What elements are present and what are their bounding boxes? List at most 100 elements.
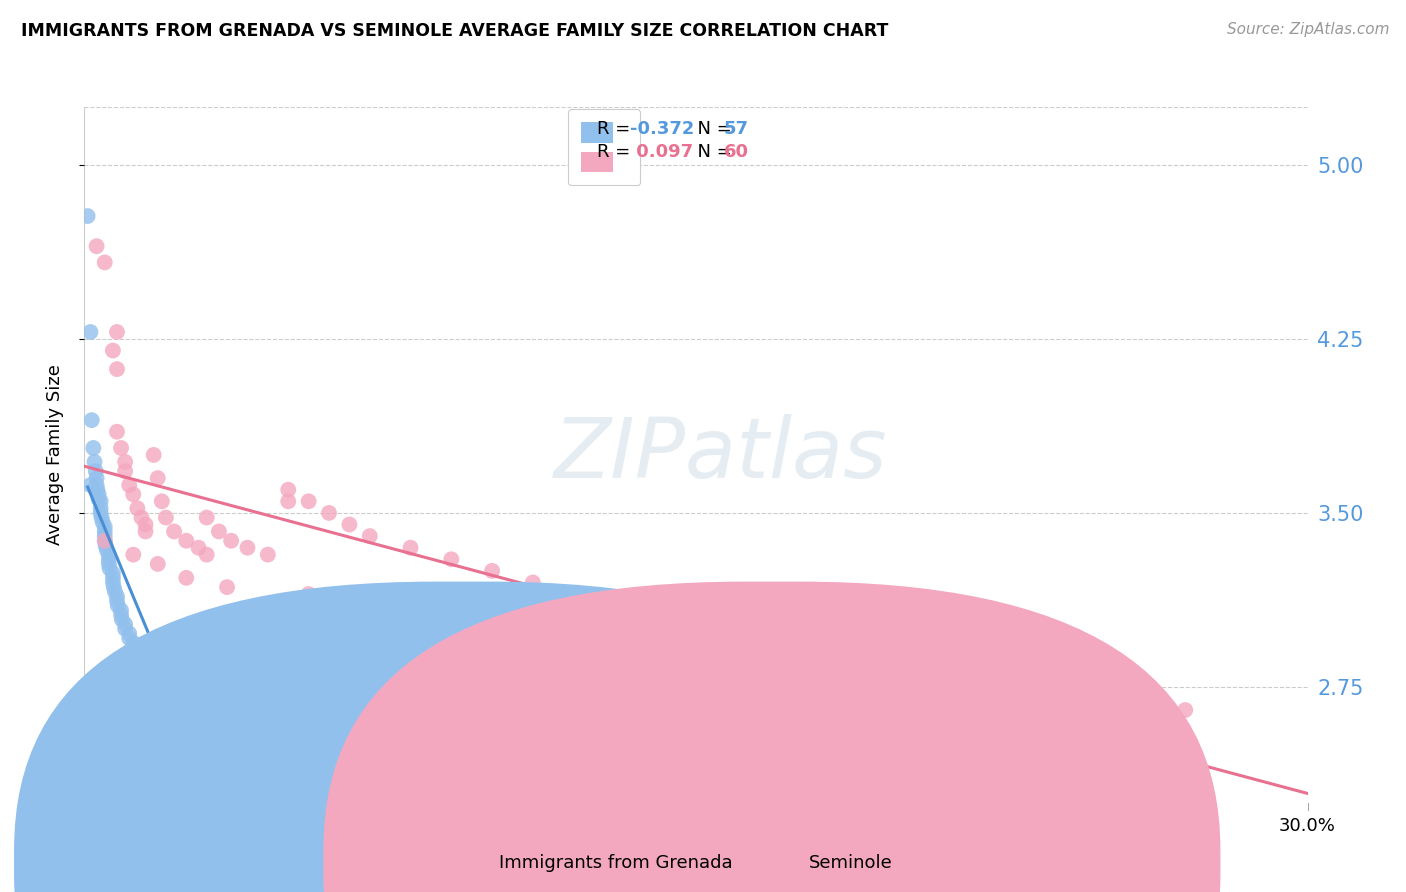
Point [543,610,565,624]
Point [79,325,101,339]
Point [440,552,463,566]
Point [277,483,299,497]
Point [93,524,115,539]
Point [155,510,177,524]
Point [146,557,169,571]
Point [257,548,280,562]
Point [187,541,209,555]
Text: -0.372: -0.372 [630,120,695,137]
Text: 57: 57 [724,120,749,137]
Point [122,636,145,650]
Point [98,561,121,575]
Point [114,622,136,636]
Point [163,524,186,539]
Point [90,501,112,516]
Point [146,664,169,678]
Text: Seminole: Seminole [808,854,893,871]
Point [146,471,169,485]
Point [135,654,157,668]
Point [101,566,124,581]
Point [94,538,117,552]
Point [118,631,141,645]
Point [80,413,103,427]
Text: ZIPatlas: ZIPatlas [554,415,887,495]
Y-axis label: Average Family Size: Average Family Size [45,365,63,545]
Point [155,668,177,682]
Point [562,587,585,601]
Point [87,487,110,501]
Point [122,640,145,655]
Point [122,548,145,562]
Point [135,517,157,532]
Point [90,506,112,520]
Point [97,548,120,562]
Point [103,580,125,594]
Point [86,471,108,485]
Text: N =: N = [686,120,737,137]
Point [107,599,129,613]
Point [110,603,132,617]
Point [114,464,136,478]
Point [110,441,132,455]
Point [155,749,177,764]
Text: N =: N = [686,143,737,161]
Point [142,448,165,462]
Point [277,494,299,508]
Point [200,687,222,701]
Point [461,603,484,617]
Point [84,464,107,478]
Point [101,343,124,358]
Text: 0.0%: 0.0% [62,817,107,835]
Point [105,325,128,339]
Point [150,494,173,508]
Point [105,594,128,608]
Legend: , : , [568,109,640,186]
Text: 60: 60 [724,143,749,161]
Point [93,529,115,543]
Point [127,645,149,659]
Point [97,557,120,571]
Point [195,548,218,562]
Point [339,517,360,532]
Text: IMMIGRANTS FROM GRENADA VS SEMINOLE AVERAGE FAMILY SIZE CORRELATION CHART: IMMIGRANTS FROM GRENADA VS SEMINOLE AVER… [21,22,889,40]
Point [87,491,110,506]
Point [481,564,503,578]
Point [101,571,124,585]
Text: R =: R = [598,120,636,137]
Point [624,617,647,632]
Text: Source: ZipAtlas.com: Source: ZipAtlas.com [1226,22,1389,37]
Point [174,571,197,585]
Text: R =: R = [598,143,636,161]
Point [127,501,149,516]
Point [174,533,197,548]
Point [105,425,128,439]
Point [135,524,157,539]
Point [685,622,707,636]
Point [86,483,108,497]
Point [83,455,105,469]
Point [93,520,115,534]
Point [807,657,830,671]
Point [79,478,101,492]
Point [603,599,626,613]
Point [522,575,544,590]
Point [359,529,381,543]
Text: Immigrants from Grenada: Immigrants from Grenada [499,854,733,871]
Text: 30.0%: 30.0% [1279,817,1336,835]
Point [110,607,132,622]
Point [122,487,145,501]
Point [86,478,108,492]
Point [399,541,422,555]
Point [93,255,115,269]
Point [131,510,153,524]
Point [725,633,748,648]
Point [217,580,239,594]
Point [76,209,98,223]
Point [105,362,128,376]
Point [118,626,141,640]
Point [236,541,259,555]
Point [704,626,728,640]
Point [217,691,239,706]
Point [93,533,115,548]
Point [86,239,108,253]
